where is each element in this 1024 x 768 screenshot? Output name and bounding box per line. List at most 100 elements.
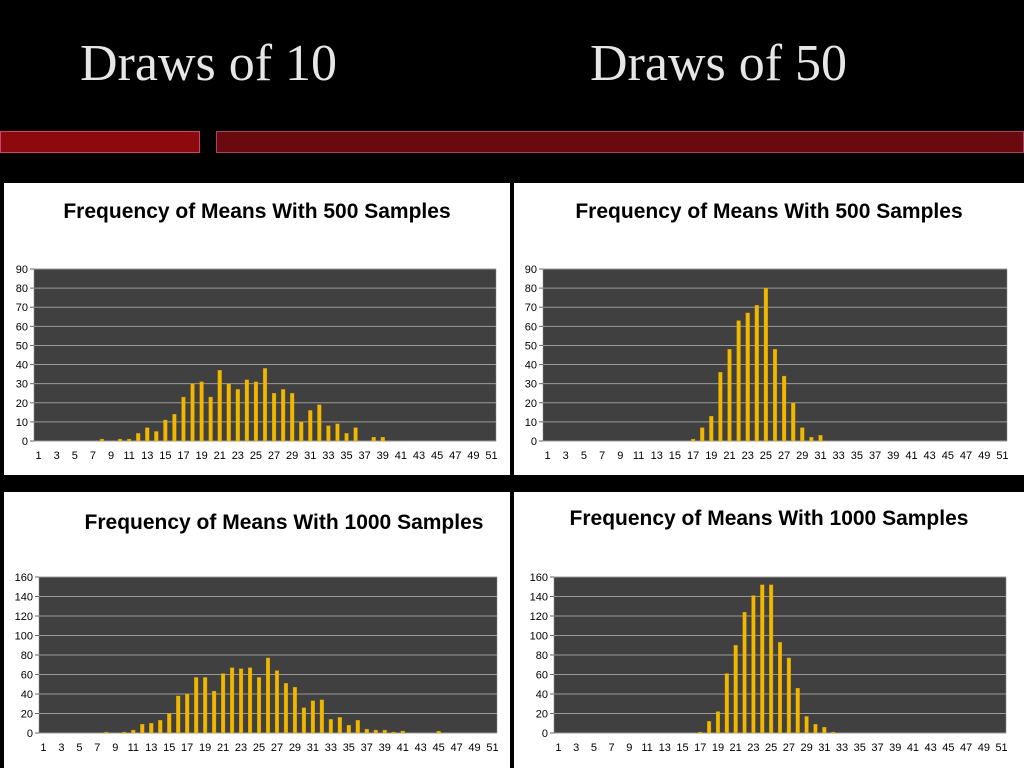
x-tick-label: 31 — [304, 450, 316, 462]
bar — [715, 711, 720, 734]
bar — [118, 438, 123, 442]
x-tick-label: 45 — [433, 742, 445, 754]
bar — [99, 438, 104, 442]
bar — [335, 423, 340, 442]
x-tick-label: 13 — [659, 742, 671, 754]
chart-title: Frequency of Means With 1000 Samples — [84, 511, 484, 534]
bar — [804, 716, 809, 734]
accent-bar-right — [216, 131, 1024, 153]
x-tick-label: 51 — [486, 742, 498, 754]
bar — [301, 707, 306, 734]
bar — [831, 731, 836, 734]
bar — [226, 383, 231, 442]
bar — [760, 584, 765, 734]
bar — [140, 724, 145, 734]
bar — [754, 305, 759, 442]
x-tick-label: 3 — [563, 450, 569, 462]
x-tick-label: 29 — [289, 742, 301, 754]
bar — [274, 670, 280, 734]
x-tick-label: 49 — [978, 742, 990, 754]
y-tick-label: 70 — [525, 302, 537, 314]
bar — [724, 673, 729, 734]
x-tick-label: 49 — [978, 450, 990, 462]
bar — [328, 719, 333, 734]
x-tick-label: 31 — [814, 450, 826, 462]
bar — [262, 368, 268, 442]
bar — [818, 435, 823, 442]
x-tick-label: 5 — [591, 742, 597, 754]
x-tick-label: 29 — [796, 450, 808, 462]
bar — [382, 729, 387, 734]
x-tick-label: 41 — [905, 450, 917, 462]
bar — [822, 726, 827, 734]
bar — [299, 421, 304, 442]
x-tick-label: 17 — [181, 742, 193, 754]
bar — [772, 349, 778, 442]
bar — [131, 729, 136, 734]
bar — [709, 416, 714, 442]
slide-title-right: Draws of 50 — [590, 35, 848, 92]
bar — [158, 720, 163, 734]
chart-panel-2: Frequency of Means With 500 Samples 0 10 2… — [514, 183, 1024, 475]
chart-panel-1: Frequency of Means With 500 Samples 0 10 2… — [4, 183, 510, 475]
y-tick-label: 120 — [530, 611, 548, 623]
y-tick-label: 30 — [16, 379, 28, 391]
x-tick-label: 29 — [800, 742, 812, 754]
x-tick-label: 5 — [72, 450, 78, 462]
bar — [373, 729, 378, 734]
x-tick-label: 11 — [633, 450, 644, 462]
x-tick-label: 17 — [177, 450, 189, 462]
y-tick-label: 20 — [21, 709, 33, 721]
chart-title: Frequency of Means With 500 Samples — [575, 200, 963, 223]
y-tick-label: 90 — [16, 264, 28, 276]
y-tick-label: 120 — [15, 611, 33, 623]
x-tick-label: 51 — [485, 450, 497, 462]
bar — [691, 438, 696, 442]
x-tick-label: 33 — [325, 742, 337, 754]
bar — [290, 393, 295, 442]
bar — [185, 693, 190, 734]
bar — [281, 389, 286, 442]
bar — [700, 427, 705, 442]
x-tick-label: 41 — [907, 742, 919, 754]
x-tick-label: 13 — [141, 450, 153, 462]
y-tick-label: 140 — [15, 592, 33, 604]
y-tick-label: 20 — [525, 398, 537, 410]
chart-title: Frequency of Means With 1000 Samples — [569, 507, 969, 530]
x-tick-label: 15 — [676, 742, 688, 754]
x-tick-label: 9 — [108, 450, 114, 462]
y-tick-label: 40 — [21, 689, 33, 701]
x-tick-label: 27 — [783, 742, 795, 754]
bar — [230, 667, 235, 734]
bar — [217, 370, 222, 442]
x-tick-label: 7 — [94, 742, 100, 754]
x-tick-label: 33 — [833, 450, 845, 462]
bar — [777, 642, 783, 734]
x-tick-label: 9 — [112, 742, 118, 754]
x-tick-label: 13 — [145, 742, 157, 754]
chart-panel-4: Frequency of Means With 1000 Samples 0 20… — [514, 492, 1024, 768]
bar — [371, 437, 376, 442]
bar — [244, 379, 249, 442]
bar — [337, 717, 342, 734]
y-tick-label: 50 — [16, 340, 28, 352]
bar — [190, 383, 195, 442]
x-tick-label: 25 — [760, 450, 772, 462]
bar — [167, 713, 172, 734]
x-tick-label: 37 — [871, 742, 883, 754]
y-tick-label: 100 — [15, 631, 33, 643]
bar — [265, 657, 271, 734]
x-tick-label: 3 — [54, 450, 60, 462]
x-tick-label: 3 — [573, 742, 579, 754]
bar — [127, 438, 132, 442]
bar — [436, 730, 441, 734]
y-tick-label: 0 — [22, 436, 28, 448]
x-tick-label: 29 — [286, 450, 298, 462]
x-tick-label: 5 — [581, 450, 587, 462]
bar — [353, 427, 358, 442]
x-tick-label: 35 — [854, 742, 866, 754]
chart-title: Frequency of Means With 500 Samples — [63, 200, 451, 223]
x-tick-label: 39 — [887, 450, 899, 462]
bar — [248, 667, 253, 734]
